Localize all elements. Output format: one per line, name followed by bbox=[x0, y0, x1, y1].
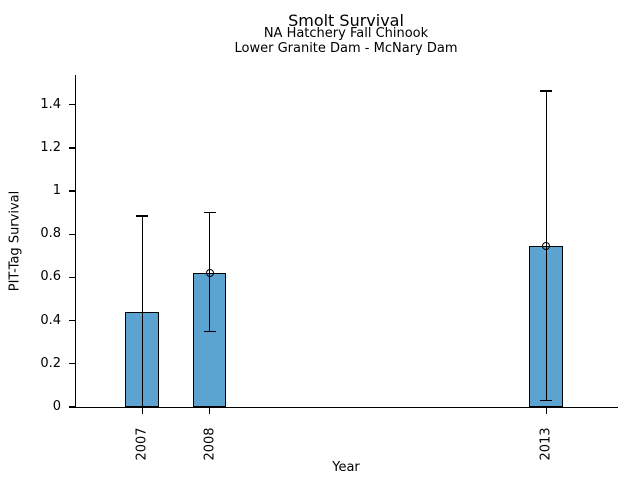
y-tick-label: 1.4 bbox=[40, 96, 61, 112]
y-tick bbox=[69, 190, 75, 192]
x-tick-label: 2013 bbox=[538, 427, 554, 461]
error-cap-bottom-2008 bbox=[203, 330, 216, 333]
y-tick-label: 0 bbox=[52, 399, 61, 414]
x-tick-label: 2007 bbox=[134, 427, 150, 461]
y-tick-label: 0.6 bbox=[40, 269, 61, 285]
error-bar-2007 bbox=[141, 215, 144, 407]
x-tick bbox=[141, 408, 143, 414]
y-tick-label: 0.4 bbox=[40, 312, 61, 328]
error-cap-top-2007 bbox=[136, 215, 149, 217]
error-cap-top-2008 bbox=[203, 211, 216, 214]
y-tick bbox=[69, 320, 75, 322]
y-tick bbox=[69, 233, 75, 235]
x-tick bbox=[209, 408, 211, 414]
x-tick bbox=[545, 408, 547, 414]
point-marker-2013 bbox=[542, 242, 551, 251]
chart-subtitle-line2: Lower Granite Dam - McNary Dam bbox=[234, 41, 458, 56]
y-tick-label: 1.2 bbox=[40, 139, 61, 155]
y-tick bbox=[69, 276, 75, 279]
chart-title: Smolt Survival bbox=[288, 11, 404, 30]
x-axis-title: Year bbox=[332, 460, 360, 475]
x-tick-label: 2008 bbox=[202, 427, 218, 461]
y-tick bbox=[69, 363, 75, 365]
y-tick bbox=[69, 406, 75, 408]
y-tick-label: 1 bbox=[52, 183, 61, 199]
error-cap-top-2013 bbox=[540, 90, 553, 92]
y-tick-label: 0.2 bbox=[40, 355, 61, 371]
chart-subtitle-line1: NA Hatchery Fall Chinook bbox=[263, 26, 429, 41]
error-cap-bottom-2013 bbox=[540, 399, 553, 402]
y-tick bbox=[69, 147, 75, 149]
y-tick bbox=[69, 104, 75, 106]
point-marker-2008 bbox=[205, 269, 214, 278]
y-tick-label: 0.8 bbox=[40, 226, 61, 242]
error-cap-bottom-2007 bbox=[136, 406, 149, 408]
bar-2008 bbox=[192, 273, 227, 407]
plot-area bbox=[75, 75, 618, 408]
